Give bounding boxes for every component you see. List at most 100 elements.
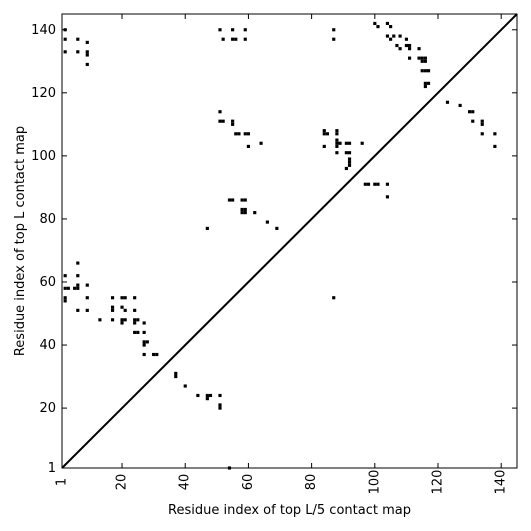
contact-point-101 <box>376 182 380 186</box>
x-tick-label: 100 <box>367 470 382 495</box>
x-axis-label: Residue index of top L/5 contact map <box>168 503 411 518</box>
contact-point-118 <box>98 318 102 322</box>
contact-point-4 <box>76 50 80 54</box>
contact-point-126 <box>123 308 127 312</box>
contact-point-147 <box>183 384 187 388</box>
contact-point-145 <box>174 371 178 375</box>
contact-point-20 <box>385 21 390 26</box>
contact-point-143 <box>152 352 156 357</box>
contact-point-13 <box>234 37 238 41</box>
contact-point-90 <box>240 207 244 212</box>
contact-point-53 <box>493 132 497 136</box>
contact-point-112 <box>63 296 67 300</box>
diagonal-line <box>61 13 518 469</box>
contact-point-133 <box>136 318 140 322</box>
contact-point-25 <box>398 34 402 38</box>
contact-point-141 <box>142 343 146 347</box>
contact-point-30 <box>407 43 412 48</box>
y-axis-label: Residue index of top L contact map <box>13 126 28 356</box>
contact-point-23 <box>389 37 393 41</box>
contact-point-14 <box>243 28 247 32</box>
contact-point-50 <box>480 119 484 123</box>
contact-point-56 <box>218 119 222 123</box>
contact-point-80 <box>347 151 352 155</box>
contact-point-55 <box>218 110 222 114</box>
contact-point-91 <box>243 207 247 212</box>
contact-point-18 <box>373 21 377 26</box>
contact-point-115 <box>85 296 89 300</box>
contact-point-108 <box>76 286 80 290</box>
contact-point-83 <box>347 163 352 167</box>
contact-point-46 <box>458 103 462 107</box>
contact-point-98 <box>363 182 367 186</box>
x-tick-label: 140 <box>494 470 509 495</box>
contact-point-79 <box>344 151 348 155</box>
x-tick-label: 120 <box>431 470 446 495</box>
contact-point-95 <box>265 220 269 224</box>
contact-point-69 <box>322 144 326 148</box>
contact-point-103 <box>385 195 390 199</box>
contact-point-58 <box>231 119 235 123</box>
contact-point-128 <box>120 321 124 325</box>
contact-point-54 <box>493 144 497 148</box>
contact-point-78 <box>347 141 352 145</box>
contact-point-48 <box>471 110 475 114</box>
contact-point-150 <box>208 393 213 398</box>
contact-point-107 <box>73 286 77 290</box>
contact-point-42 <box>423 81 427 85</box>
contact-point-113 <box>63 299 67 303</box>
contact-point-5 <box>85 40 89 44</box>
contact-point-120 <box>110 305 115 309</box>
contact-point-76 <box>338 141 342 145</box>
contact-point-87 <box>231 198 235 202</box>
contact-point-61 <box>237 132 241 136</box>
x-tick-label: 60 <box>241 474 256 491</box>
contact-point-8 <box>85 62 89 67</box>
contact-point-105 <box>63 286 67 290</box>
contact-point-152 <box>218 393 222 398</box>
contact-point-11 <box>231 28 235 32</box>
contact-point-21 <box>389 25 393 29</box>
y-tick-label: 120 <box>31 86 56 101</box>
contact-point-132 <box>133 318 137 322</box>
contact-point-93 <box>243 211 247 215</box>
contact-point-104 <box>63 274 67 278</box>
contact-point-116 <box>76 308 80 312</box>
contact-point-88 <box>240 198 244 202</box>
contact-point-121 <box>110 308 115 312</box>
contact-point-67 <box>322 132 326 136</box>
contact-point-75 <box>335 151 339 155</box>
contact-point-99 <box>366 182 371 186</box>
contact-point-96 <box>275 226 279 230</box>
contact-point-16 <box>332 28 336 32</box>
contact-point-44 <box>423 84 427 89</box>
plot-frame <box>61 13 518 469</box>
y-tick-label: 40 <box>39 338 56 353</box>
contact-point-47 <box>468 110 472 114</box>
x-tick-label: 20 <box>115 474 130 491</box>
contact-point-156 <box>332 296 336 300</box>
contact-point-57 <box>221 119 225 123</box>
contact-point-129 <box>123 318 127 322</box>
contact-point-34 <box>417 56 421 60</box>
contact-point-35 <box>420 56 424 60</box>
contact-point-40 <box>423 69 427 73</box>
contact-point-49 <box>471 119 475 123</box>
contact-point-84 <box>344 166 348 171</box>
contact-point-27 <box>398 47 402 51</box>
contact-point-102 <box>385 182 390 186</box>
contact-point-6 <box>85 50 89 54</box>
contact-point-124 <box>123 296 127 300</box>
contact-point-144 <box>155 352 159 357</box>
contact-point-39 <box>420 69 424 73</box>
contact-point-119 <box>110 296 115 300</box>
contact-point-81 <box>347 157 352 161</box>
contact-point-77 <box>344 141 348 145</box>
contact-point-71 <box>335 132 339 136</box>
contact-point-7 <box>85 53 89 57</box>
y-tick-label: 140 <box>31 23 56 38</box>
y-tick-label: 60 <box>39 275 56 290</box>
y-tick-label: 1 <box>48 461 56 476</box>
contact-point-136 <box>136 330 140 334</box>
